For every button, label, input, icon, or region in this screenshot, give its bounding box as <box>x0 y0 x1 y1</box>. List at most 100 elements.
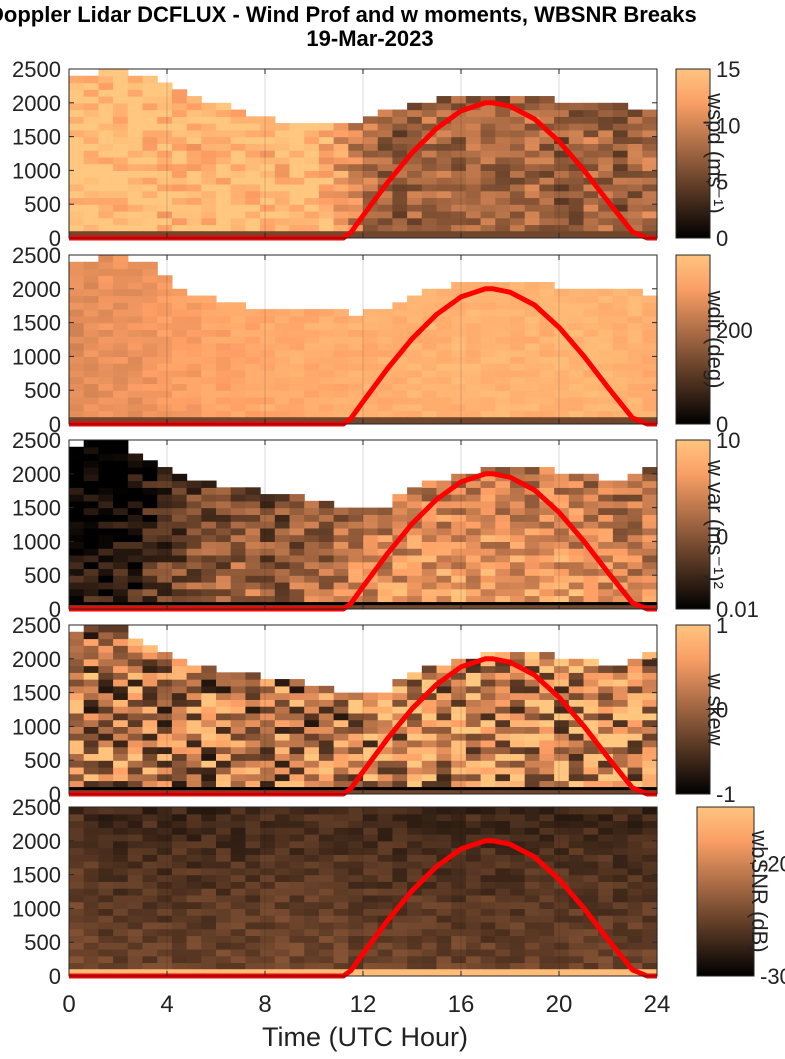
heatmap-cell <box>142 679 158 687</box>
heatmap-cell <box>348 901 364 909</box>
chart-title-line2: 19-Mar-2023 <box>306 26 434 51</box>
heatmap-cell <box>524 383 540 391</box>
heatmap-cell <box>495 302 511 310</box>
heatmap-cell <box>157 136 173 144</box>
heatmap-cell <box>333 390 349 398</box>
heatmap-cell <box>421 224 438 232</box>
heatmap-cell <box>612 888 629 896</box>
heatmap-cell <box>69 390 85 398</box>
heatmap-cell <box>539 487 555 495</box>
heatmap-cell <box>377 733 393 741</box>
heatmap-cell <box>612 500 629 509</box>
heatmap-cell <box>83 467 99 475</box>
heatmap-cell <box>186 733 202 741</box>
heatmap-cell <box>480 363 496 371</box>
heatmap-cell <box>348 568 364 576</box>
heatmap-cell <box>142 96 158 104</box>
heatmap-cell <box>201 336 217 344</box>
heatmap-cell <box>333 874 349 882</box>
heatmap-cell <box>142 170 158 178</box>
heatmap-cell <box>465 575 482 583</box>
heatmap-cell <box>583 928 599 937</box>
heatmap-cell <box>186 336 202 344</box>
heatmap-cell <box>318 955 335 964</box>
heatmap-cell <box>245 309 261 317</box>
colorbar-wskew <box>675 624 711 795</box>
heatmap-cell <box>480 739 496 748</box>
heatmap-cell <box>142 197 158 205</box>
heatmap-cell <box>230 840 246 849</box>
heatmap-cell <box>245 156 261 165</box>
heatmap-cell <box>451 894 467 903</box>
heatmap-cell <box>480 170 496 178</box>
heatmap-cell <box>216 383 232 391</box>
heatmap-cell <box>539 363 555 371</box>
heatmap-cell <box>333 410 349 418</box>
heatmap-cell <box>598 410 614 418</box>
heatmap-cell <box>377 190 393 199</box>
heatmap-cell <box>524 948 540 957</box>
heatmap-cell <box>245 955 261 964</box>
heatmap-cell <box>510 908 526 916</box>
heatmap-cell <box>113 507 129 515</box>
heatmap-cell <box>274 739 291 748</box>
heatmap-cell <box>451 390 467 398</box>
heatmap-cell <box>83 336 99 344</box>
heatmap-cell <box>83 403 99 412</box>
heatmap-cell <box>436 295 452 303</box>
heatmap-cell <box>142 602 158 609</box>
heatmap-cell <box>289 514 305 522</box>
heatmap-cell <box>539 921 555 930</box>
heatmap-cell <box>289 315 305 324</box>
heatmap-cell <box>274 888 291 896</box>
heatmap-cell <box>274 561 291 570</box>
heatmap-cell <box>113 322 129 330</box>
heatmap-cell <box>186 363 202 371</box>
heatmap-cell <box>245 410 261 418</box>
heatmap-cell <box>495 329 511 337</box>
heatmap-cell <box>407 410 423 418</box>
heatmap-cell <box>363 369 379 378</box>
heatmap-cell <box>318 969 335 976</box>
heatmap-cell <box>495 780 511 788</box>
heatmap-cell <box>598 665 614 673</box>
heatmap-cell <box>230 548 246 556</box>
heatmap-cell <box>583 487 599 495</box>
heatmap-cell <box>98 766 114 775</box>
heatmap-cell <box>230 935 246 943</box>
heatmap-cell <box>69 302 85 310</box>
colorbar-wvar <box>675 439 711 610</box>
heatmap-cell <box>480 177 496 185</box>
heatmap-cell <box>142 581 158 590</box>
heatmap-cell <box>83 894 99 903</box>
heatmap-cell <box>127 861 144 869</box>
heatmap-cell <box>318 760 335 768</box>
heatmap-cell <box>157 129 173 138</box>
heatmap-cell <box>127 210 144 219</box>
heatmap-cell <box>363 955 379 964</box>
heatmap-cell <box>245 514 261 522</box>
heatmap-cell <box>127 369 144 378</box>
heatmap-cell <box>421 363 438 371</box>
heatmap-cell <box>245 322 261 330</box>
heatmap-cell <box>230 719 246 727</box>
heatmap-cell <box>171 773 188 782</box>
heatmap-cell <box>510 129 526 138</box>
heatmap-cell <box>230 507 246 515</box>
heatmap-cell <box>480 867 496 876</box>
heatmap-cell <box>495 295 511 303</box>
heatmap-cell <box>407 136 423 144</box>
heatmap-cell <box>495 568 511 576</box>
heatmap-cell <box>69 753 85 761</box>
heatmap-cell <box>157 356 173 364</box>
heatmap-cell <box>186 143 202 151</box>
heatmap-cell <box>304 309 320 317</box>
heatmap-cell <box>377 861 393 869</box>
heatmap-cell <box>260 588 276 597</box>
heatmap-cell <box>289 854 305 862</box>
heatmap-cell <box>333 595 349 603</box>
heatmap-cell <box>113 376 129 385</box>
colorbar-tick-label: 200 <box>716 318 753 343</box>
heatmap-cell <box>98 224 114 232</box>
heatmap-cell <box>407 521 423 529</box>
